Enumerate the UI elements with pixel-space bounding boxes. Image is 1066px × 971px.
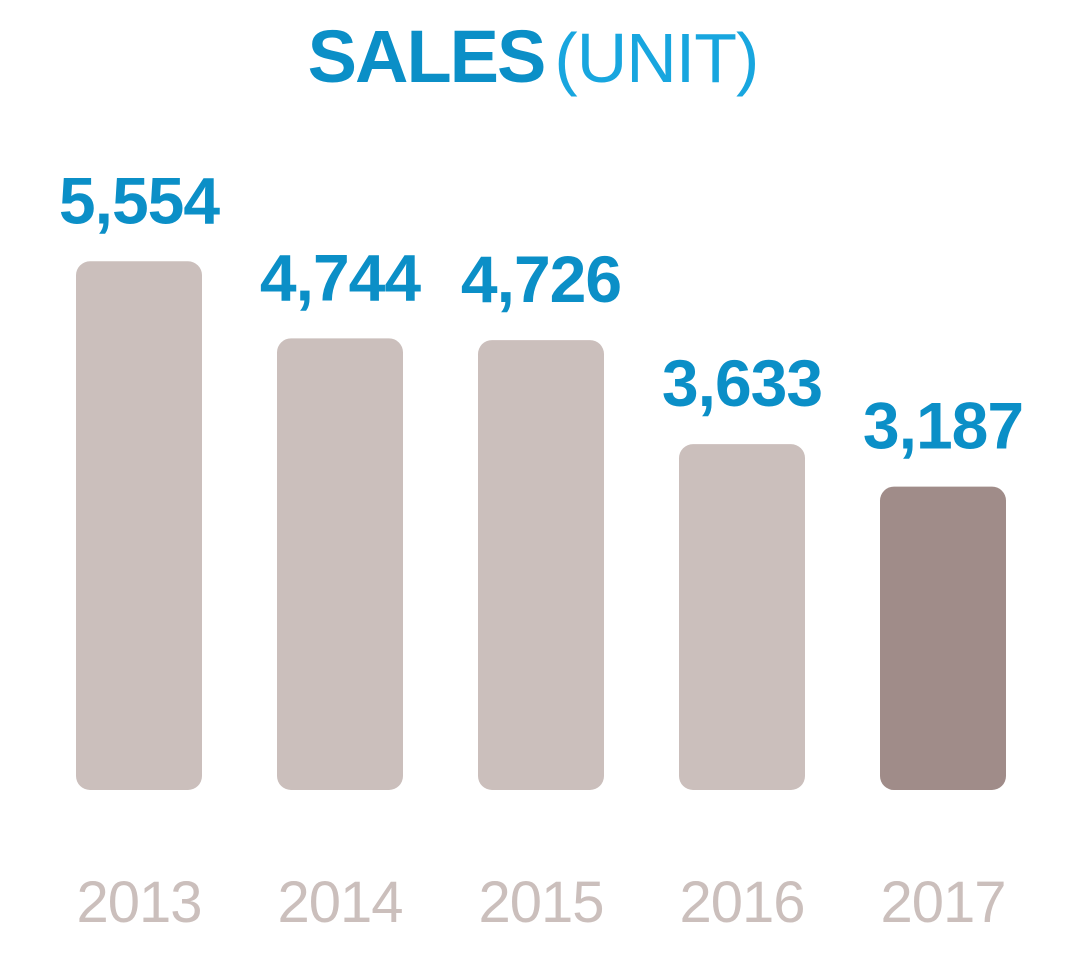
value-label-2014: 4,744 [260,240,421,314]
x-tick-label-2017: 2017 [880,870,1005,935]
value-label-2015: 4,726 [461,242,621,316]
chart-title: SALES (UNIT) [0,20,1066,94]
chart-title-unit: (UNIT) [554,19,759,97]
bar-2013 [76,261,202,791]
bar-2015 [478,340,604,790]
x-tick-label-2014: 2014 [277,870,402,935]
x-tick-label-2016: 2016 [679,870,804,935]
x-tick-label-2013: 2013 [76,870,201,935]
chart-title-main: SALES [307,15,547,98]
bar-2017 [880,486,1006,790]
value-label-2013: 5,554 [59,163,220,237]
bar-2014 [277,338,403,790]
value-label-2016: 3,633 [662,346,822,420]
bar-2016 [679,444,805,790]
value-label-2017: 3,187 [863,389,1023,463]
x-tick-label-2015: 2015 [478,870,603,935]
